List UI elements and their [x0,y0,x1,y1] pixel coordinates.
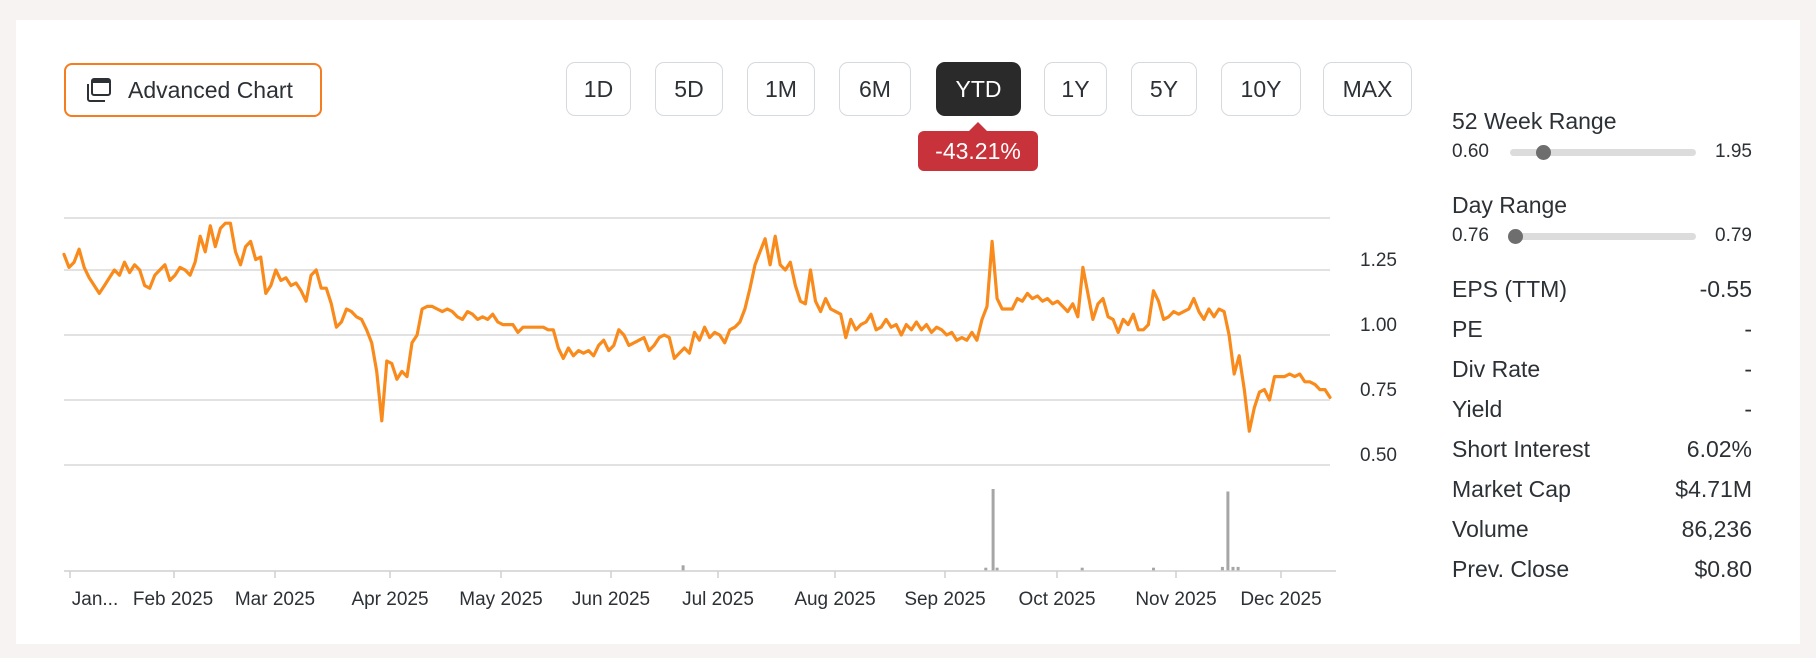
stat-label: Short Interest [1452,436,1591,462]
x-tick-label: Jul 2025 [682,589,754,610]
y-tick-label: 0.50 [1360,445,1397,466]
week-52-low: 0.60 [1452,141,1489,162]
stat-row-volume: Volume 86,236 [1452,516,1752,556]
range-button-6m[interactable]: 6M [839,62,911,116]
volume-bar [995,567,999,571]
volume-bar [1231,566,1235,571]
week-52-high: 1.95 [1715,141,1752,162]
volume-bar [1236,566,1240,571]
x-tick-label: Jan... [72,589,118,610]
price-chart[interactable]: 1.25 1.00 0.75 0.50 Jan... Feb 2025 Mar 2025 A… [0,0,1400,640]
x-tick-label: Aug 2025 [794,589,875,610]
quote-chart-card [16,20,1800,644]
stat-row-yield: Yield - [1452,396,1752,436]
y-tick-label: 1.00 [1360,315,1397,336]
stat-value: 86,236 [1681,516,1752,542]
stat-value: - [1744,316,1752,342]
chart-window-icon [87,78,111,102]
stat-value: - [1744,356,1752,382]
stat-label: Volume [1452,516,1529,542]
x-tick-label: Nov 2025 [1135,589,1216,610]
x-tick-label: Oct 2025 [1018,589,1095,610]
stat-label: Div Rate [1452,356,1541,382]
volume-bar [984,567,988,571]
range-button-1m[interactable]: 1M [747,62,815,116]
stat-row-market-cap: Market Cap $4.71M [1452,476,1752,516]
stat-label: Yield [1452,396,1503,422]
range-button-ytd[interactable]: YTD [936,62,1021,116]
stat-value: $0.80 [1694,556,1752,582]
volume-bar [1226,491,1230,571]
advanced-chart-label: Advanced Chart [128,76,293,103]
stats-panel: 52 Week Range 0.60 1.95 Day Range 0.76 0… [1452,108,1752,596]
price-line [62,221,1332,433]
stat-row-div-rate: Div Rate - [1452,356,1752,396]
day-range-marker [1508,228,1524,244]
range-button-max[interactable]: MAX [1323,62,1412,116]
stat-label: EPS (TTM) [1452,276,1567,302]
volume-bar [1220,566,1224,571]
range-button-1y[interactable]: 1Y [1044,62,1107,116]
x-tick-label: Sep 2025 [904,589,985,610]
stat-row-prev-close: Prev. Close $0.80 [1452,556,1752,596]
stat-value: $4.71M [1675,476,1752,502]
performance-badge: -43.21% [918,122,1038,171]
volume-bar [1080,567,1084,571]
day-low: 0.76 [1452,225,1489,246]
x-tick-label: Dec 2025 [1240,589,1321,610]
volume-bar [991,489,995,571]
stat-label: PE [1452,316,1483,342]
stat-row-eps: EPS (TTM) -0.55 [1452,276,1752,316]
week-52-range-label: 52 Week Range [1452,108,1617,134]
x-tick-label: Apr 2025 [351,589,428,610]
stat-row-short-interest: Short Interest 6.02% [1452,436,1752,476]
day-high: 0.79 [1715,225,1752,246]
x-tick-label: Feb 2025 [133,589,213,610]
stat-row-pe: PE - [1452,316,1752,356]
x-tick-label: Mar 2025 [235,589,315,610]
week-52-range: 52 Week Range 0.60 1.95 [1452,108,1752,192]
advanced-chart-button[interactable]: Advanced Chart [64,63,322,117]
day-range: Day Range 0.76 0.79 [1452,192,1752,276]
range-button-5y[interactable]: 5Y [1131,62,1197,116]
week-52-range-marker [1535,144,1551,160]
volume-bar [1152,567,1155,571]
day-range-label: Day Range [1452,192,1568,218]
x-tick-label: Jun 2025 [572,589,650,610]
y-tick-label: 1.25 [1360,250,1397,271]
stat-label: Market Cap [1452,476,1571,502]
week-52-range-track [1510,144,1696,160]
stat-label: Prev. Close [1452,556,1570,582]
stat-value: - [1744,396,1752,422]
y-tick-label: 0.75 [1360,380,1397,401]
x-tick-label: May 2025 [459,589,542,610]
range-button-5d[interactable]: 5D [655,62,723,116]
range-button-1d[interactable]: 1D [566,62,631,116]
stat-value: -0.55 [1699,276,1752,302]
volume-bar [681,565,685,571]
range-button-10y[interactable]: 10Y [1221,62,1301,116]
day-range-track [1508,228,1696,244]
stat-value: 6.02% [1686,436,1752,462]
